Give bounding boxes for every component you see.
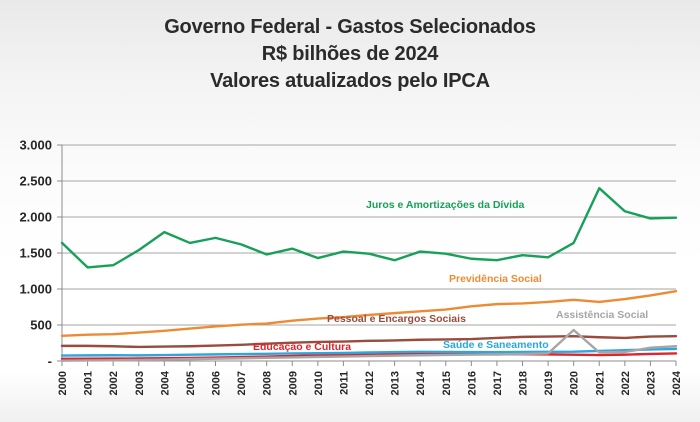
series-label: Pessoal e Encargos Sociais bbox=[327, 313, 466, 325]
x-tick-label: 2022 bbox=[620, 371, 632, 395]
x-tick-label: 2005 bbox=[185, 371, 197, 395]
x-tick-label: 2009 bbox=[287, 371, 299, 395]
x-tick-label: 2023 bbox=[645, 371, 657, 395]
y-tick-label: 3.000 bbox=[19, 138, 52, 153]
series-label: Educação e Cultura bbox=[253, 341, 351, 353]
series-label: Saúde e Saneamento bbox=[443, 339, 549, 351]
x-tick-label: 2015 bbox=[441, 371, 453, 395]
x-tick-label: 2018 bbox=[518, 371, 530, 395]
title-line-3: Valores atualizados pelo IPCA bbox=[210, 70, 490, 92]
x-tick-label: 2014 bbox=[415, 370, 427, 395]
x-tick-label: 2006 bbox=[211, 371, 223, 395]
series-label: Assistência Social bbox=[556, 309, 648, 321]
x-tick-label: 2000 bbox=[57, 371, 69, 395]
x-tick-label: 2010 bbox=[313, 371, 325, 395]
x-tick-label: 2019 bbox=[543, 371, 555, 395]
series-line bbox=[60, 347, 678, 357]
title-line-2: R$ bilhões de 2024 bbox=[261, 43, 439, 65]
y-tick-label: - bbox=[48, 354, 52, 369]
y-tick-label: 1.500 bbox=[19, 246, 52, 261]
series-line bbox=[60, 289, 678, 337]
x-tick-label: 2008 bbox=[262, 371, 274, 395]
y-tick-label: 1.000 bbox=[19, 282, 52, 297]
chart-title: Governo Federal - Gastos Selecionados R$… bbox=[0, 14, 700, 95]
chart-series-lines bbox=[60, 187, 678, 362]
x-axis-tick-labels: 2000 2001 2002 2003 2004 2005 2006 2007 2008 2009… bbox=[57, 361, 683, 395]
x-tick-label: 2011 bbox=[338, 371, 350, 395]
y-axis-tick-labels: - 500 1.000 1.500 2.000 2.500 3.000 bbox=[19, 138, 52, 369]
series-label: Previdência Social bbox=[449, 273, 542, 285]
series-label: Juros e Amortizações da Dívida bbox=[366, 199, 524, 211]
series-line bbox=[60, 187, 678, 269]
series-line bbox=[60, 352, 678, 361]
x-tick-label: 2007 bbox=[236, 371, 248, 395]
chart-series-labels: Juros e Amortizações da Dívida Previdênci… bbox=[253, 199, 648, 353]
x-tick-label: 2021 bbox=[594, 371, 606, 395]
x-tick-label: 2017 bbox=[492, 371, 504, 395]
x-tick-label: 2002 bbox=[108, 371, 120, 395]
y-tick-label: 2.500 bbox=[19, 174, 52, 189]
series-line bbox=[60, 334, 678, 349]
title-line-1: Governo Federal - Gastos Selecionados bbox=[164, 16, 536, 38]
x-tick-label: 2016 bbox=[466, 371, 478, 395]
y-tick-label: 2.000 bbox=[19, 210, 52, 225]
x-tick-label: 2003 bbox=[134, 371, 146, 395]
x-tick-label: 2004 bbox=[159, 370, 171, 395]
x-tick-label: 2020 bbox=[569, 371, 581, 395]
x-tick-label: 2012 bbox=[364, 371, 376, 395]
x-tick-label: 2024 bbox=[671, 370, 683, 395]
series-line bbox=[60, 328, 678, 362]
x-tick-label: 2013 bbox=[390, 371, 402, 395]
y-tick-label: 500 bbox=[30, 318, 52, 333]
x-tick-label: 2001 bbox=[83, 371, 95, 395]
